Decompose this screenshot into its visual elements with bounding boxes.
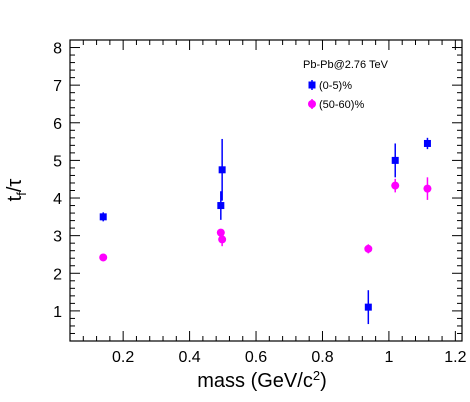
tick-labels: 0.2 0.4 0.6 0.8 1 1.2 1 2 3 4 5 6 7 8 bbox=[53, 41, 466, 366]
error-bars bbox=[102, 137, 429, 325]
axis-ticks bbox=[69, 39, 462, 342]
plot-frame bbox=[69, 39, 463, 342]
y-axis-title: tf/τ bbox=[4, 179, 29, 202]
data-point-square bbox=[99, 213, 107, 221]
legend-marker-0-5 bbox=[308, 81, 316, 89]
y-tick-label: 5 bbox=[53, 153, 62, 170]
data-point-circle bbox=[423, 184, 432, 193]
x-tick-label: 1 bbox=[384, 349, 393, 366]
y-tick-label: 4 bbox=[53, 191, 62, 208]
data-point-square bbox=[218, 166, 226, 174]
y-tick-label: 3 bbox=[53, 229, 62, 246]
x-tick-label: 1.2 bbox=[444, 349, 466, 366]
data-point-square bbox=[217, 202, 225, 210]
y-tick-label: 2 bbox=[53, 266, 62, 283]
legend-marker-50-60 bbox=[308, 100, 316, 108]
x-tick-label: 0.4 bbox=[178, 349, 200, 366]
x-tick-label: 0.6 bbox=[245, 349, 267, 366]
data-point-circle bbox=[364, 244, 373, 253]
data-point-circle bbox=[216, 228, 225, 237]
legend: Pb-Pb@2.76 TeV (0-5)% (50-60)% bbox=[303, 59, 389, 111]
data-point-square bbox=[391, 156, 399, 164]
legend-label-0-5: (0-5)% bbox=[319, 80, 352, 92]
legend-entry-0-5: (0-5)% bbox=[308, 80, 352, 92]
data-point-square bbox=[423, 139, 431, 147]
x-tick-label: 0.8 bbox=[311, 349, 333, 366]
y-tick-label: 7 bbox=[53, 78, 62, 95]
data-points bbox=[99, 139, 432, 311]
data-point-circle bbox=[99, 253, 108, 262]
y-tick-label: 8 bbox=[53, 41, 62, 58]
y-tick-label: 1 bbox=[53, 304, 62, 321]
y-tick-label: 6 bbox=[53, 116, 62, 133]
legend-title: Pb-Pb@2.76 TeV bbox=[303, 59, 389, 71]
data-point-circle bbox=[218, 235, 227, 244]
legend-entry-50-60: (50-60)% bbox=[308, 99, 364, 111]
x-axis-title: mass (GeV/c2) bbox=[197, 368, 326, 392]
x-tick-label: 0.2 bbox=[112, 349, 134, 366]
data-point-circle bbox=[391, 181, 400, 190]
legend-label-50-60: (50-60)% bbox=[319, 99, 364, 111]
data-point-square bbox=[364, 303, 372, 311]
